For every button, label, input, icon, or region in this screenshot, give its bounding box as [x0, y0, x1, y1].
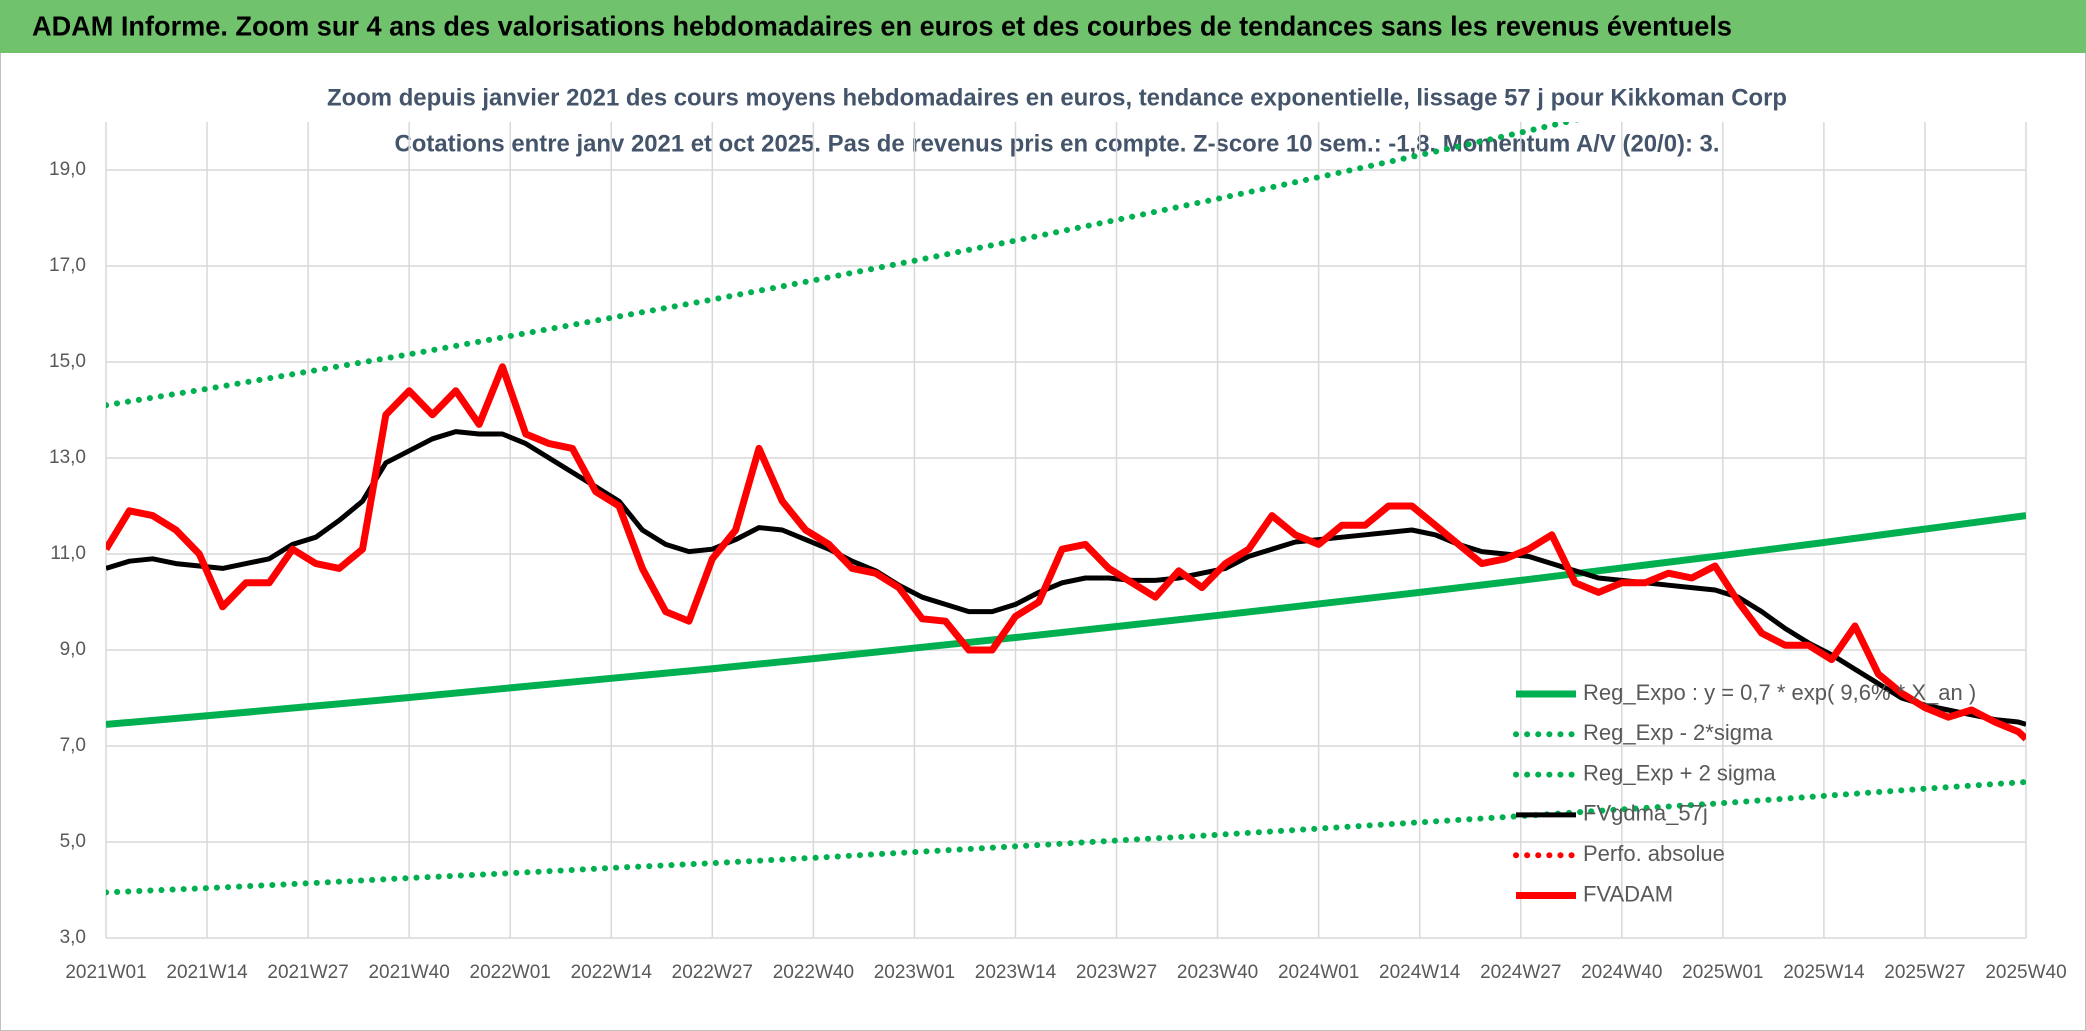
legend: Reg_Expo : y = 0,7 * exp( 9,6% * X_an ) R… — [1513, 680, 1976, 906]
series-line — [106, 363, 2026, 742]
x-tick-label: 2024W14 — [1379, 962, 1461, 983]
y-tick-label: 11,0 — [50, 543, 86, 564]
x-tick-label: 2023W27 — [1076, 962, 1157, 983]
series-line — [106, 512, 2026, 728]
series-line — [106, 779, 2026, 896]
x-tick-label: 2023W40 — [1177, 962, 1258, 983]
legend-label: Reg_Exp - 2*sigma — [1583, 720, 1773, 745]
legend-label: Reg_Expo : y = 0,7 * exp( 9,6% * X_an ) — [1583, 680, 1976, 705]
x-tick-label: 2024W01 — [1278, 962, 1359, 983]
legend-label: Perfo. absolue — [1583, 841, 1725, 866]
y-tick-label: 15,0 — [49, 351, 86, 372]
y-tick-label: 9,0 — [60, 639, 86, 660]
y-tick-label: 7,0 — [60, 735, 86, 756]
x-tick-label: 2025W01 — [1682, 962, 1763, 983]
x-tick-label: 2022W14 — [571, 962, 653, 983]
x-tick-label: 2024W40 — [1581, 962, 1662, 983]
x-tick-label: 2023W14 — [975, 962, 1057, 983]
header-bar — [0, 0, 2086, 53]
series-line — [106, 429, 2026, 727]
x-tick-label: 2025W27 — [1884, 962, 1965, 983]
x-tick-label: 2021W01 — [65, 962, 146, 983]
x-tick-label: 2021W27 — [267, 962, 348, 983]
y-tick-label: 5,0 — [60, 831, 86, 852]
grid: 3,0 5,0 7,0 9,0 11,0 13,0 15,0 17,0 19,0 2021W01 2… — [49, 122, 2067, 983]
legend-label: Reg_Exp + 2 sigma — [1583, 760, 1776, 785]
chart-subtitle: Cotations entre janv 2021 et oct 2025. P… — [395, 130, 1720, 157]
y-tick-label: 13,0 — [49, 447, 86, 468]
x-tick-label: 2021W40 — [368, 962, 449, 983]
chart-subtitle: Zoom depuis janvier 2021 des cours moyen… — [327, 84, 1787, 111]
series-line — [106, 122, 1580, 409]
x-tick-label: 2025W40 — [1985, 962, 2066, 983]
x-tick-label: 2022W27 — [672, 962, 753, 983]
x-tick-label: 2022W40 — [773, 962, 854, 983]
plot-area — [106, 122, 2026, 896]
y-tick-label: 17,0 — [49, 255, 86, 276]
chart-title: ADAM Informe. Zoom sur 4 ans des valoris… — [32, 10, 1732, 41]
legend-label: FVADAM — [1583, 881, 1673, 906]
y-tick-label: 3,0 — [60, 927, 86, 948]
legend-label: FVgdma_57j — [1583, 801, 1708, 826]
x-tick-label: 2022W01 — [470, 962, 551, 983]
x-tick-label: 2023W01 — [874, 962, 955, 983]
y-tick-label: 19,0 — [49, 159, 86, 180]
x-tick-label: 2021W14 — [166, 962, 248, 983]
x-tick-label: 2025W14 — [1783, 962, 1865, 983]
x-tick-label: 2024W27 — [1480, 962, 1561, 983]
